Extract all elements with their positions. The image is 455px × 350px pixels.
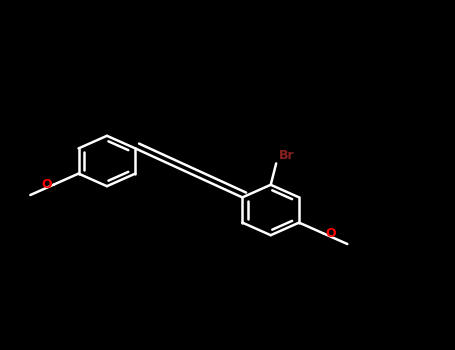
Text: O: O xyxy=(41,178,52,191)
Text: O: O xyxy=(325,227,336,240)
Text: Br: Br xyxy=(278,149,294,162)
